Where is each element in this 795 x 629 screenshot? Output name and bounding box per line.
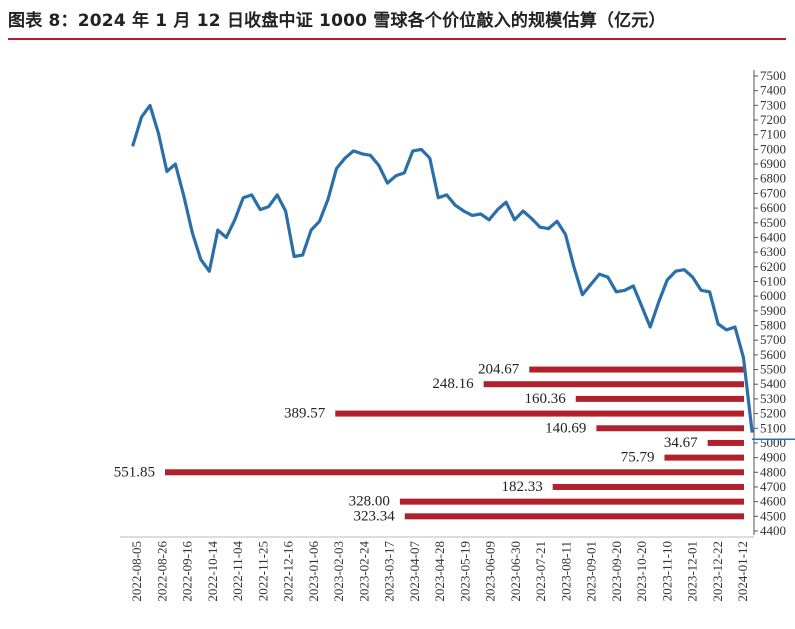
y-tick-label: 6300 <box>760 244 786 259</box>
x-tick-label: 2022-09-16 <box>180 541 195 602</box>
bar-value-label: 248.16 <box>432 376 474 392</box>
x-tick-label: 2023-04-07 <box>407 541 422 602</box>
y-tick-label: 6600 <box>760 200 786 215</box>
y-tick-label: 6100 <box>760 273 786 288</box>
y-tick-label: 5600 <box>760 347 786 362</box>
y-tick-label: 6200 <box>760 259 786 274</box>
price-line-series <box>131 103 754 433</box>
y-tick-label: 7200 <box>760 112 786 127</box>
x-tick-label: 2022-11-04 <box>230 541 245 602</box>
chart-title: 图表 8：2024 年 1 月 12 日收盘中证 1000 雪球各个价位敲入的规… <box>8 11 666 31</box>
x-tick-label: 2024-01-12 <box>735 541 750 602</box>
bar-value-label: 328.00 <box>349 494 390 510</box>
y-tick-label: 5200 <box>760 406 786 421</box>
y-tick-label: 4400 <box>760 523 786 538</box>
knock-in-bar <box>552 483 744 490</box>
y-tick-label: 5300 <box>760 391 786 406</box>
y-tick-label: 5400 <box>760 376 786 391</box>
y-tick-label: 4700 <box>760 479 786 494</box>
knock-in-bar <box>165 469 744 476</box>
y-tick-label: 6900 <box>760 156 786 171</box>
bar-value-label: 34.67 <box>664 435 698 451</box>
knock-in-bar <box>404 513 744 520</box>
knock-in-bar <box>399 498 744 505</box>
x-tick-label: 2023-02-03 <box>331 541 346 602</box>
y-tick-label: 7300 <box>760 97 786 112</box>
x-tick-label: 2023-03-17 <box>382 541 397 602</box>
y-tick-label: 5700 <box>760 332 786 347</box>
y-tick-label: 6700 <box>760 185 786 200</box>
x-tick-label: 2023-05-19 <box>457 541 472 602</box>
y-tick-label: 4600 <box>760 494 786 509</box>
y-tick-label: 5000 <box>760 435 786 450</box>
x-tick-label: 2022-12-16 <box>281 541 296 602</box>
y-tick-label: 7000 <box>760 141 786 156</box>
knock-in-bar <box>335 410 744 417</box>
x-tick-label: 2022-08-05 <box>129 541 144 602</box>
y-tick-label: 7500 <box>760 68 786 83</box>
x-tick-label: 2023-11-10 <box>659 541 674 601</box>
y-tick-label: 6500 <box>760 215 786 230</box>
knock-in-bar <box>529 366 744 373</box>
x-tick-label: 2023-12-01 <box>685 541 700 602</box>
knock-in-bar <box>707 439 744 446</box>
y-tick-label: 5900 <box>760 303 786 318</box>
bar-value-label: 140.69 <box>545 420 586 436</box>
knock-in-bar <box>596 425 744 432</box>
y-tick-label: 6800 <box>760 171 786 186</box>
x-tick-label: 2023-09-01 <box>584 541 599 602</box>
x-tick-label: 2022-10-14 <box>205 541 220 602</box>
bar-value-label: 551.85 <box>114 464 155 480</box>
x-tick-label: 2023-08-11 <box>558 541 573 601</box>
knock-in-bar <box>483 381 744 388</box>
y-tick-label: 7400 <box>760 83 786 98</box>
y-tick-label: 7100 <box>760 127 786 142</box>
title-divider <box>8 38 786 40</box>
x-tick-label: 2023-12-22 <box>710 541 725 602</box>
x-tick-label: 2022-08-26 <box>154 541 169 602</box>
x-tick-label: 2023-07-21 <box>533 541 548 602</box>
y-tick-label: 4500 <box>760 508 786 523</box>
x-tick-label: 2023-10-20 <box>634 541 649 602</box>
x-tick-label: 2023-09-20 <box>609 541 624 602</box>
bar-value-label: 75.79 <box>621 450 655 466</box>
y-tick-label: 4800 <box>760 464 786 479</box>
x-tick-label: 2022-11-25 <box>255 541 270 601</box>
bar-value-label: 323.34 <box>354 508 396 524</box>
knock-in-bar <box>664 454 744 461</box>
x-tick-label: 2023-06-30 <box>508 541 523 602</box>
y-tick-label: 5800 <box>760 318 786 333</box>
y-tick-label: 4900 <box>760 450 786 465</box>
x-tick-label: 2023-04-28 <box>432 541 447 602</box>
bar-value-label: 182.33 <box>501 479 542 495</box>
y-tick-label: 5100 <box>760 420 786 435</box>
y-tick-label: 6400 <box>760 229 786 244</box>
bar-value-label: 160.36 <box>525 391 567 407</box>
knock-in-bar <box>575 395 744 402</box>
y-tick-label: 6000 <box>760 288 786 303</box>
y-tick-label: 5500 <box>760 362 786 377</box>
x-tick-label: 2023-02-24 <box>356 541 371 602</box>
bar-value-label: 204.67 <box>478 362 520 378</box>
x-tick-label: 2023-06-09 <box>483 541 498 602</box>
bar-value-label: 389.57 <box>284 406 326 422</box>
x-tick-label: 2023-01-06 <box>306 541 321 602</box>
